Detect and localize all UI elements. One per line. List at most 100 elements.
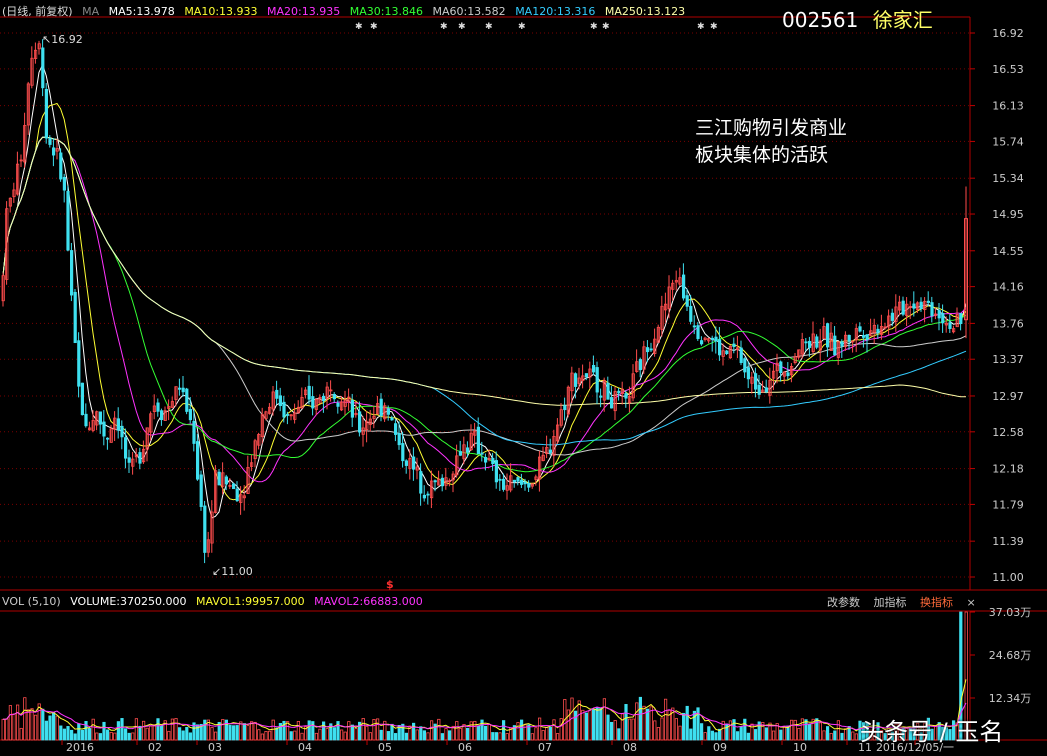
candle-body xyxy=(257,434,261,446)
volume-bar xyxy=(761,722,765,741)
candle-body xyxy=(109,428,113,443)
volume-bar xyxy=(206,719,210,741)
candle-body xyxy=(836,341,841,358)
volume-bar xyxy=(19,727,23,741)
candle-body xyxy=(883,326,887,329)
volume-bar xyxy=(613,720,617,741)
volume-bar xyxy=(635,702,639,741)
ma120-value: MA120:13.316 xyxy=(515,5,596,18)
candle-body xyxy=(275,389,279,399)
ma250-line xyxy=(2,136,967,406)
candle-body xyxy=(282,401,286,418)
candle-body xyxy=(203,505,207,553)
candle-body xyxy=(159,410,164,421)
candle-body xyxy=(743,358,747,373)
candle-body xyxy=(682,274,686,299)
month-label: 09 xyxy=(713,741,727,754)
candle-body xyxy=(354,412,358,416)
volume-bar xyxy=(649,706,653,741)
volume-bar xyxy=(321,721,326,741)
candle-body xyxy=(188,409,192,421)
volume-bar xyxy=(350,724,355,741)
candle-body xyxy=(124,437,128,459)
close-icon[interactable]: × xyxy=(966,596,976,609)
volume-bar xyxy=(213,731,218,741)
candle-body xyxy=(235,488,239,502)
edit-params-button[interactable]: 改参数 xyxy=(827,596,860,609)
candle-body xyxy=(26,83,31,126)
candle-body xyxy=(91,420,95,431)
candle-body xyxy=(401,443,405,462)
candle-body xyxy=(941,313,945,324)
candle-body xyxy=(329,389,333,392)
ma-header: (日线, 前复权) MA MA5:13.978 MA10:13.933 MA20… xyxy=(2,3,691,19)
volume-bar xyxy=(523,724,527,741)
month-label: 2016/12/05/一 xyxy=(876,741,954,754)
volume-bar xyxy=(426,732,430,741)
candle-body xyxy=(199,474,203,507)
volume-bar xyxy=(343,731,347,741)
volume-indicator-label[interactable]: VOL (5,10) xyxy=(2,595,61,608)
volume-bar xyxy=(815,718,819,741)
volume-bar xyxy=(610,721,614,741)
volume-bar xyxy=(959,611,963,741)
candle-body xyxy=(66,191,70,251)
volume-bar xyxy=(30,708,34,741)
volume-bar xyxy=(869,729,873,741)
ma250-value: MA250:13.123 xyxy=(604,5,686,18)
volume-bar xyxy=(512,725,517,741)
volume-bar xyxy=(329,723,333,741)
candle-body xyxy=(912,303,916,309)
candle-body xyxy=(476,426,481,455)
candle-body xyxy=(509,475,513,491)
volume-bar xyxy=(671,707,675,741)
candle-body xyxy=(664,303,668,311)
candle-body xyxy=(757,384,761,395)
change-indicator-button[interactable]: 换指标 xyxy=(920,596,953,609)
event-star-icon: ✱ xyxy=(370,22,378,32)
candle-body xyxy=(177,387,182,390)
ma20-line xyxy=(2,136,967,483)
volume-bar xyxy=(660,717,664,741)
month-label: 11 xyxy=(858,741,872,754)
volume-bar xyxy=(314,732,319,741)
candle-body xyxy=(480,452,484,455)
candle-body xyxy=(617,390,621,394)
candle-body xyxy=(55,148,59,152)
candle-body xyxy=(307,385,311,400)
volume-bar xyxy=(501,720,506,741)
candle-body xyxy=(48,138,52,145)
high-price-label: ↖16.92 xyxy=(42,33,83,46)
add-indicator-button[interactable]: 加指标 xyxy=(873,596,907,609)
volume-bar xyxy=(433,723,437,741)
volume-bar xyxy=(606,714,610,741)
volume-bar xyxy=(592,709,596,741)
volume-bar xyxy=(775,723,779,741)
candle-body xyxy=(228,484,232,487)
candle-body xyxy=(293,412,297,420)
price-tick-label: 15.74 xyxy=(992,135,1024,148)
volume-bar xyxy=(339,729,344,741)
volume-bar xyxy=(829,732,833,741)
volume-bar xyxy=(77,723,81,741)
volume-bar xyxy=(48,715,52,741)
candle-body xyxy=(581,375,585,381)
volume-bar xyxy=(23,697,27,741)
candle-body xyxy=(872,324,877,333)
volume-bar xyxy=(12,713,16,741)
candle-body xyxy=(840,341,844,347)
volume-bar xyxy=(527,724,531,741)
ma10-value: MA10:13.933 xyxy=(184,5,258,18)
volume-bar xyxy=(653,720,657,741)
candle-body xyxy=(5,208,9,280)
candle-body xyxy=(170,401,174,408)
volume-bar xyxy=(465,727,470,741)
volume-bar xyxy=(318,728,322,741)
volume-bar xyxy=(181,730,185,741)
volume-bar xyxy=(638,696,643,741)
chart-markers: ↖16.92 ↙11.00 $ ✱ ✱ ✱ ✱ ✱ ✱ ✱ ✱ ✱ ✱ xyxy=(42,22,718,591)
candle-body xyxy=(483,456,488,463)
candle-body xyxy=(12,189,16,198)
volume-bar xyxy=(851,731,855,741)
candle-body xyxy=(80,382,84,416)
